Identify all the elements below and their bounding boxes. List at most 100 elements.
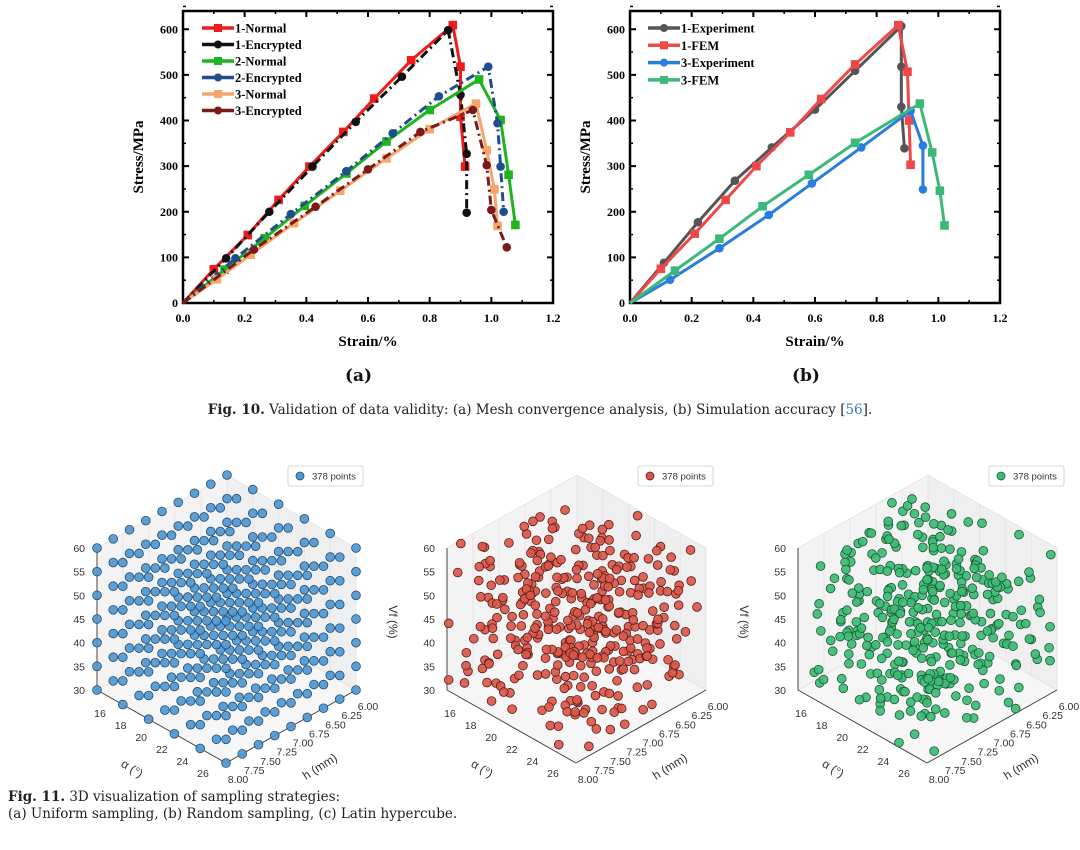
data-point xyxy=(528,516,538,527)
caption-line-2: (a) Uniform sampling, (b) Random samplin… xyxy=(8,806,458,822)
data-point xyxy=(978,545,989,556)
data-point xyxy=(234,621,245,632)
data-point xyxy=(543,534,554,545)
data-point xyxy=(665,565,676,575)
data-point xyxy=(143,714,154,725)
data-point xyxy=(918,141,928,150)
data-point xyxy=(853,583,864,593)
series-line xyxy=(182,108,509,305)
data-point xyxy=(906,628,916,639)
data-point xyxy=(215,574,226,584)
x-tick-label: 24 xyxy=(527,756,539,768)
data-point xyxy=(864,649,875,660)
data-point xyxy=(273,523,284,533)
data-point xyxy=(856,659,867,669)
data-point xyxy=(382,154,391,163)
data-point xyxy=(1024,634,1035,644)
data-point xyxy=(211,592,222,603)
data-point xyxy=(311,202,320,212)
data-point xyxy=(929,595,940,605)
data-point xyxy=(208,559,219,570)
x-tick-label: 26 xyxy=(898,768,910,780)
caption-line-1: 3D visualization of sampling strategies: xyxy=(65,789,341,805)
y-tick-label: 6.50 xyxy=(325,719,346,731)
data-point xyxy=(935,531,945,542)
y-tick-label: 200 xyxy=(607,205,625,219)
data-point xyxy=(267,674,277,684)
data-point xyxy=(556,554,566,565)
x-tick-label: 26 xyxy=(197,768,209,780)
data-point xyxy=(150,634,161,644)
z-axis-label: Vf (%) xyxy=(737,605,751,638)
data-point xyxy=(250,683,261,693)
data-point xyxy=(257,579,268,590)
data-point xyxy=(208,606,219,617)
data-point xyxy=(612,675,622,686)
y-axis-label: h (mm) xyxy=(300,751,340,783)
data-point xyxy=(642,680,653,690)
data-point xyxy=(616,703,627,714)
z-tick-label: 35 xyxy=(774,661,786,673)
x-tick-label: 22 xyxy=(506,744,518,756)
data-point xyxy=(160,586,170,597)
data-point xyxy=(218,559,228,570)
data-point xyxy=(730,176,740,186)
data-point xyxy=(253,621,264,632)
data-point xyxy=(874,598,885,609)
legend-marker xyxy=(295,471,305,481)
data-point xyxy=(967,583,978,594)
data-point xyxy=(955,617,965,628)
data-point xyxy=(269,683,280,694)
data-point xyxy=(267,579,277,590)
data-point xyxy=(680,626,691,637)
data-point xyxy=(202,616,212,626)
data-point xyxy=(525,590,536,601)
data-point xyxy=(577,652,588,663)
data-point xyxy=(388,128,397,138)
legend-marker xyxy=(214,24,222,32)
axis-line xyxy=(96,689,227,764)
y-tick-label: 6.00 xyxy=(1059,701,1080,713)
data-point xyxy=(225,550,235,561)
data-point xyxy=(143,596,154,606)
data-point xyxy=(475,621,486,632)
data-point xyxy=(118,628,128,639)
data-point xyxy=(482,160,492,170)
data-point xyxy=(923,673,934,684)
y-tick-label: 7.25 xyxy=(627,747,648,759)
data-point xyxy=(318,703,329,714)
data-point xyxy=(994,685,1005,696)
data-point xyxy=(927,586,938,597)
data-point xyxy=(143,572,154,582)
series-line xyxy=(629,102,946,305)
data-point xyxy=(597,524,608,535)
data-point xyxy=(108,652,119,663)
data-point xyxy=(540,611,551,622)
data-point xyxy=(974,648,984,658)
data-point xyxy=(474,75,484,84)
data-point xyxy=(173,497,184,508)
data-point xyxy=(541,644,552,655)
citation-link[interactable]: 56 xyxy=(845,402,863,418)
series-1-encrypted xyxy=(181,25,471,305)
data-point xyxy=(577,523,588,534)
data-point xyxy=(935,580,945,591)
data-point xyxy=(369,94,379,103)
data-point xyxy=(506,621,516,631)
data-point xyxy=(590,542,601,553)
data-point xyxy=(552,572,562,583)
data-point xyxy=(995,674,1005,684)
data-point xyxy=(318,632,329,643)
data-point xyxy=(507,611,517,622)
data-point xyxy=(302,570,313,581)
data-point xyxy=(652,545,662,556)
data-point xyxy=(825,635,836,646)
data-point xyxy=(231,541,242,551)
data-point xyxy=(211,639,222,650)
data-point xyxy=(1004,630,1014,641)
data-point xyxy=(211,734,222,745)
data-point xyxy=(185,648,196,659)
legend-marker xyxy=(214,90,222,98)
data-point xyxy=(325,670,336,681)
data-point xyxy=(227,678,238,688)
